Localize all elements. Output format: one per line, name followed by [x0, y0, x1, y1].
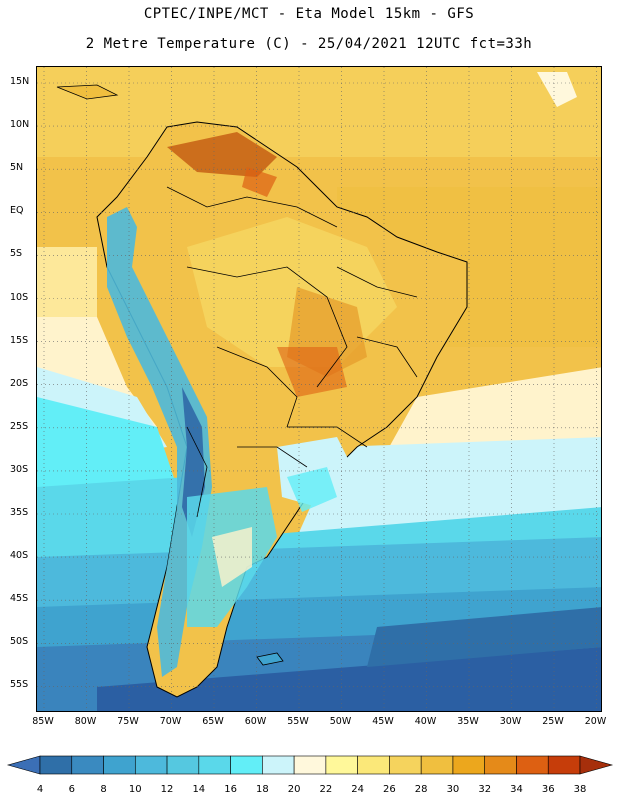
political-borders: [166, 186, 418, 518]
colorbar-tick-label: 18: [255, 784, 269, 795]
lon-label: 75W: [117, 716, 139, 727]
lon-label: 50W: [329, 716, 352, 727]
colorbar-tick-label: 34: [510, 784, 523, 795]
colorbar-tick-label: 22: [319, 784, 333, 795]
colorbar-swatch: [357, 755, 390, 775]
lat-label: 50S: [10, 636, 29, 648]
colorbar-swatch: [166, 755, 200, 775]
lon-label: 85W: [32, 716, 54, 727]
atlantic-pale-patch: [537, 72, 577, 107]
colorbar-tick-label: 10: [128, 784, 142, 795]
tropical-ocean-north: [37, 67, 601, 157]
map-title-source: CPTEC/INPE/MCT - Eta Model 15km - GFS: [143, 6, 475, 22]
falkland-islands: [256, 652, 284, 666]
lat-label: 10S: [10, 291, 29, 303]
lon-label: 35W: [457, 716, 479, 727]
lat-label: 45S: [10, 593, 29, 605]
lat-label: 40S: [10, 550, 29, 562]
colorbar-tick-label: 28: [414, 784, 428, 795]
guiana-warm: [242, 167, 277, 197]
colorbar-tick-label: 16: [224, 784, 237, 795]
map-panel[interactable]: [36, 66, 602, 712]
colorbar-swatch: [39, 755, 73, 775]
caribbean-islands: [56, 84, 119, 100]
andes-cold-stripe: [107, 207, 212, 677]
deep-blue-band-2: [367, 607, 601, 667]
lon-label: 80W: [74, 716, 97, 727]
lon-label: 55W: [287, 716, 309, 727]
temperature-colorbar: [6, 755, 614, 775]
colorbar-tick-label: 36: [541, 784, 555, 795]
lon-label: 25W: [542, 716, 564, 727]
colorbar-swatch: [134, 755, 168, 775]
lat-label: 35S: [10, 507, 29, 518]
temperature-map: [37, 67, 601, 711]
colorbar-swatch: [420, 755, 454, 775]
colorbar-tick-label: 24: [351, 784, 364, 795]
colorbar-swatch: [547, 755, 581, 775]
colorbar-tick-label: 20: [287, 784, 301, 795]
venezuela-hot: [167, 132, 277, 177]
colorbar-tick-label: 26: [383, 784, 396, 795]
colorbar-swatch: [71, 755, 104, 775]
colorbar-tick-label: 30: [446, 784, 460, 795]
lon-label: 60W: [244, 716, 267, 727]
lat-label: 55S: [10, 679, 29, 691]
colorbar-swatch: [262, 755, 295, 775]
uruguay-cool: [287, 467, 337, 512]
lat-label: 5S: [10, 248, 23, 260]
pampas-mild: [212, 527, 252, 587]
colorbar-swatch: [103, 755, 136, 775]
colorbar-swatch: [484, 755, 517, 775]
lat-label: 5N: [10, 162, 24, 174]
lon-label: 65W: [202, 716, 224, 727]
pacific-cyan-band: [37, 397, 177, 497]
colorbar-swatch: [516, 755, 549, 775]
lon-label: 40W: [414, 716, 437, 727]
colorbar-arrow-low: [6, 755, 41, 775]
lon-label: 45W: [372, 716, 394, 727]
colorbar-swatch: [230, 755, 263, 775]
colorbar-swatch: [198, 755, 231, 775]
colorbar-tick-label: 14: [192, 784, 206, 795]
deep-blue-band: [97, 647, 601, 711]
lat-label: 30S: [10, 463, 29, 475]
colorbar-swatch: [389, 755, 422, 775]
colorbar-tick-label: 8: [100, 784, 107, 795]
lat-label: 25S: [10, 420, 29, 432]
colorbar-tick-label: 32: [478, 784, 492, 795]
colorbar-swatch: [293, 755, 327, 775]
colorbar-tick-label: 4: [36, 784, 44, 795]
lat-label: 10N: [10, 119, 30, 131]
lat-label: 15N: [10, 76, 30, 87]
colorbar-arrow-high: [579, 755, 614, 775]
atlantic-pale-band: [297, 437, 601, 537]
lat-label: 20S: [10, 377, 29, 389]
colorbar-tick-label: 38: [573, 784, 587, 795]
lat-label: EQ: [10, 205, 24, 217]
lon-label: 70W: [159, 716, 182, 727]
map-title-field: 2 Metre Temperature (C) - 25/04/2021 12U…: [85, 36, 533, 52]
lon-label: 20W: [584, 716, 607, 727]
lat-label: 15S: [10, 334, 29, 346]
colorbar-tick-label: 6: [68, 784, 75, 795]
colorbar-swatch: [325, 755, 358, 775]
lon-label: 30W: [499, 716, 522, 727]
colorbar-swatch: [452, 755, 486, 775]
colorbar-tick-label: 12: [160, 784, 174, 795]
